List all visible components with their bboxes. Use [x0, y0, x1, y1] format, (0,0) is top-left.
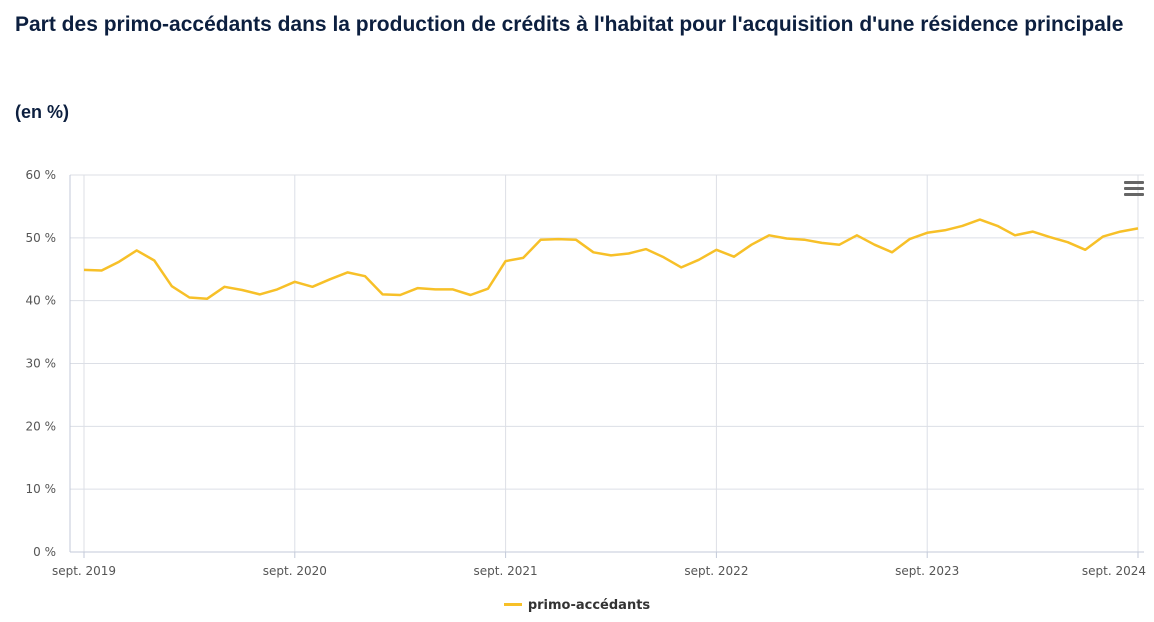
data-point[interactable] [976, 216, 984, 224]
data-point[interactable] [185, 294, 193, 302]
data-point[interactable] [554, 235, 562, 243]
data-point[interactable] [414, 284, 422, 292]
data-point[interactable] [133, 246, 141, 254]
data-point[interactable] [291, 278, 299, 286]
data-point[interactable] [607, 251, 615, 259]
data-point[interactable] [502, 257, 510, 265]
y-tick-label: 40 % [26, 294, 57, 308]
data-point[interactable] [1046, 233, 1054, 241]
data-point[interactable] [730, 253, 738, 261]
data-point[interactable] [818, 239, 826, 247]
data-point[interactable] [431, 285, 439, 293]
menu-bar [1124, 181, 1144, 184]
data-point[interactable] [888, 248, 896, 256]
data-point[interactable] [993, 222, 1001, 230]
data-point[interactable] [923, 229, 931, 237]
data-point[interactable] [589, 248, 597, 256]
data-point[interactable] [326, 275, 334, 283]
data-point[interactable] [853, 231, 861, 239]
data-point[interactable] [308, 283, 316, 291]
data-point[interactable] [273, 285, 281, 293]
x-tick-label: sept. 2024 [1082, 564, 1146, 578]
data-point[interactable] [379, 290, 387, 298]
data-point[interactable] [800, 236, 808, 244]
y-tick-label: 20 % [26, 419, 57, 433]
data-point[interactable] [1064, 238, 1072, 246]
data-point[interactable] [256, 290, 264, 298]
chart-legend[interactable]: primo-accédants [0, 598, 1154, 613]
data-point[interactable] [695, 256, 703, 264]
menu-bar [1124, 193, 1144, 196]
data-point[interactable] [221, 283, 229, 291]
y-tick-label: 30 % [26, 357, 57, 371]
data-point[interactable] [906, 235, 914, 243]
y-axis-tick-labels: 0 % 10 % 20 % 30 % 40 % 50 % 60 % [26, 168, 57, 559]
data-point[interactable] [98, 267, 106, 275]
y-tick-label: 10 % [26, 482, 57, 496]
data-point[interactable] [396, 291, 404, 299]
data-point[interactable] [361, 272, 369, 280]
data-point[interactable] [871, 241, 879, 249]
data-point[interactable] [150, 256, 158, 264]
data-point[interactable] [958, 222, 966, 230]
data-point[interactable] [783, 234, 791, 242]
data-point[interactable] [765, 231, 773, 239]
vertical-gridlines [83, 175, 1139, 558]
data-point[interactable] [80, 266, 88, 274]
data-point[interactable] [1011, 231, 1019, 239]
data-point[interactable] [449, 285, 457, 293]
data-point[interactable] [203, 295, 211, 303]
y-tick-label: 50 % [26, 231, 57, 245]
data-point[interactable] [238, 286, 246, 294]
menu-bar [1124, 187, 1144, 190]
data-point[interactable] [748, 241, 756, 249]
y-tick-label: 60 % [26, 168, 57, 182]
data-point[interactable] [941, 226, 949, 234]
data-point[interactable] [537, 236, 545, 244]
horizontal-gridlines [70, 174, 1144, 490]
data-point[interactable] [625, 250, 633, 258]
y-tick-label: 0 % [33, 545, 56, 559]
data-point[interactable] [677, 263, 685, 271]
data-point[interactable] [1029, 228, 1037, 236]
data-point[interactable] [519, 254, 527, 262]
x-tick-label: sept. 2020 [263, 564, 327, 578]
chart-title: Part des primo-accédants dans la product… [15, 13, 1124, 36]
x-tick-label: sept. 2023 [895, 564, 959, 578]
data-point[interactable] [660, 253, 668, 261]
data-point[interactable] [642, 245, 650, 253]
series-points [80, 216, 1142, 303]
data-point[interactable] [1134, 224, 1142, 232]
data-point[interactable] [115, 258, 123, 266]
data-point[interactable] [484, 285, 492, 293]
x-tick-label: sept. 2021 [474, 564, 538, 578]
x-axis-tick-labels: sept. 2019 sept. 2020 sept. 2021 sept. 2022… [52, 564, 1146, 578]
data-point[interactable] [712, 246, 720, 254]
data-point[interactable] [1116, 228, 1124, 236]
data-point[interactable] [1099, 233, 1107, 241]
chart-subtitle: (en %) [15, 102, 69, 122]
x-tick-label: sept. 2019 [52, 564, 116, 578]
x-tick-label: sept. 2022 [684, 564, 748, 578]
series-line-primo-accedants[interactable] [83, 218, 1139, 301]
data-point[interactable] [168, 282, 176, 290]
data-point[interactable] [344, 268, 352, 276]
legend-swatch [503, 603, 522, 606]
hamburger-menu-icon[interactable] [1122, 178, 1146, 200]
legend-label: primo-accédants [527, 598, 651, 613]
data-point[interactable] [835, 241, 843, 249]
data-point[interactable] [572, 236, 580, 244]
data-point[interactable] [466, 291, 474, 299]
data-point[interactable] [1081, 246, 1089, 254]
